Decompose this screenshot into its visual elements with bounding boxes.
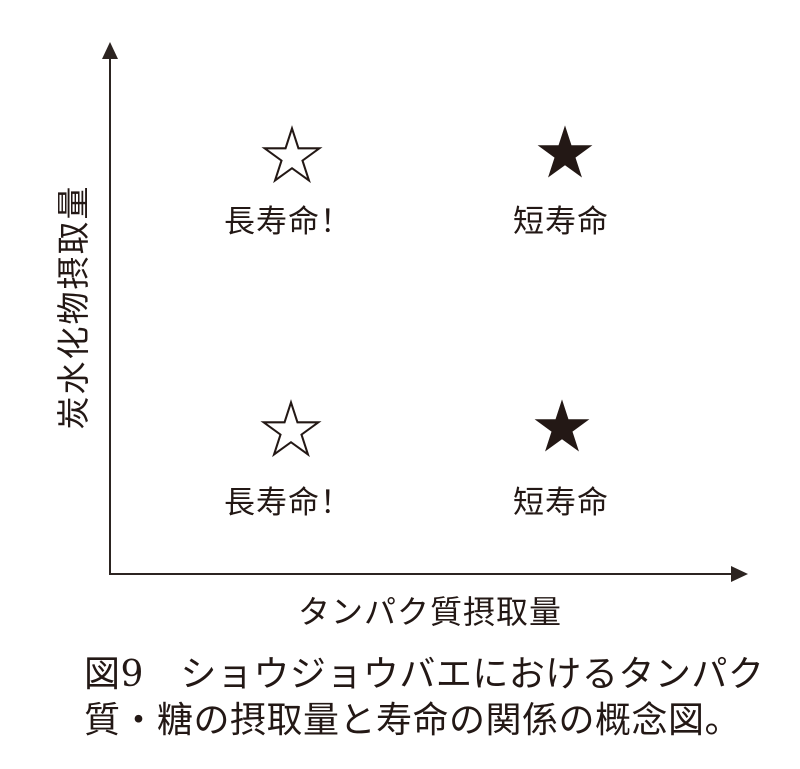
y-axis-label: 炭水化物摂取量 bbox=[54, 184, 93, 430]
quadrant-label-short-lifespan-top: 短寿命 bbox=[513, 204, 609, 240]
y-axis-arrowhead-icon bbox=[102, 42, 118, 59]
y-axis-line bbox=[109, 58, 111, 575]
x-axis-arrowhead-icon bbox=[731, 566, 748, 582]
quadrant-label-short-lifespan-bottom: 短寿命 bbox=[513, 485, 609, 521]
open-star-icon bbox=[260, 399, 322, 458]
x-axis-line bbox=[110, 573, 732, 575]
filled-star-icon bbox=[537, 125, 593, 178]
filled-star-icon bbox=[534, 399, 590, 452]
quadrant-label-long-lifespan-top: 長寿命！ bbox=[224, 204, 352, 240]
quadrant-label-long-lifespan-bottom: 長寿命！ bbox=[224, 485, 352, 521]
figure-caption: 図9 ショウジョウバエにおけるタンパク 質・糖の摂取量と寿命の関係の概念図。 bbox=[84, 652, 774, 744]
figure-caption-line2: 質・糖の摂取量と寿命の関係の概念図。 bbox=[84, 700, 742, 741]
open-star-icon bbox=[261, 125, 323, 184]
figure-caption-line1: 図9 ショウジョウバエにおけるタンパク bbox=[84, 654, 765, 695]
x-axis-label: タンパク質摂取量 bbox=[297, 593, 562, 631]
